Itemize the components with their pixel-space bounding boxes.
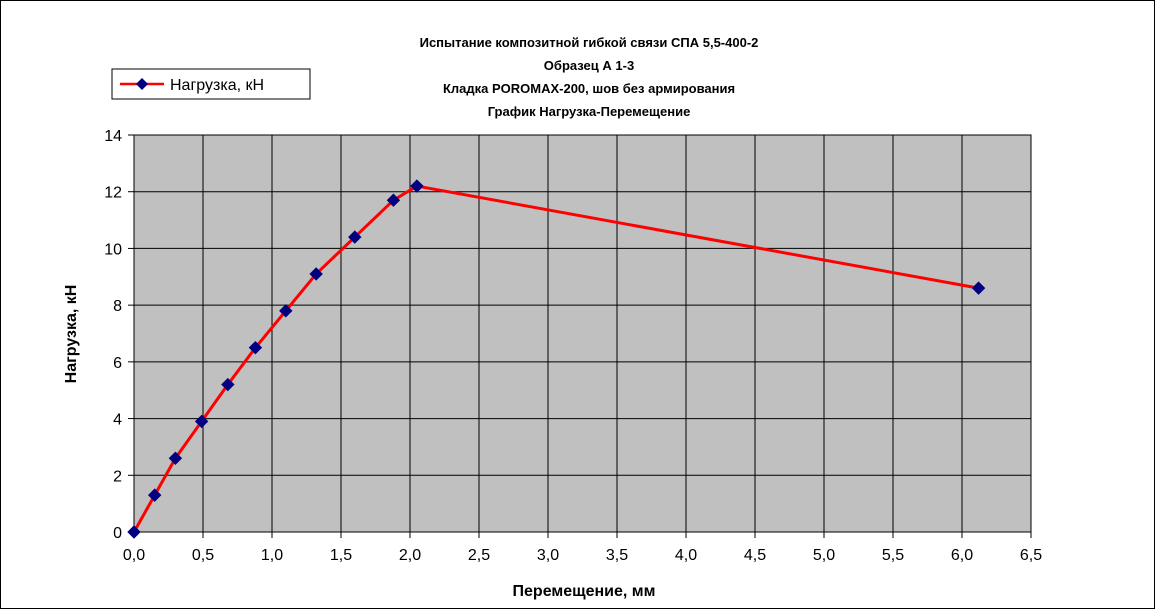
- y-axis: 0 2 4 6 8 10 12 14: [104, 128, 134, 542]
- data-point: [127, 525, 141, 539]
- plot-border: [133, 134, 1032, 533]
- data-point: [386, 193, 401, 207]
- y-tick-label: 0: [113, 525, 122, 542]
- title-line-2: Образец А 1-3: [544, 58, 634, 73]
- data-point: [147, 488, 162, 502]
- x-tick-label: 2,0: [399, 547, 421, 564]
- y-tick-label: 6: [113, 355, 122, 372]
- title-line-3: Кладка POROMAX-200, шов без армирования: [443, 81, 735, 96]
- x-tick-label: 6,5: [1020, 547, 1042, 564]
- y-tick-label: 8: [113, 298, 122, 315]
- x-tick-label: 4,5: [744, 547, 766, 564]
- data-point: [248, 340, 263, 355]
- x-tick-label: 5,5: [882, 547, 904, 564]
- x-tick-label: 1,5: [330, 547, 352, 564]
- y-axis-title: Нагрузка, кН: [63, 285, 80, 384]
- x-tick-label: 5,0: [813, 547, 835, 564]
- data-point: [348, 230, 362, 244]
- data-point: [309, 267, 323, 281]
- chart-title: Испытание композитной гибкой связи СПА 5…: [420, 35, 759, 119]
- x-tick-label: 6,0: [951, 547, 973, 564]
- x-tick-label: 0,0: [123, 547, 145, 564]
- x-tick-label: 3,5: [606, 547, 628, 564]
- data-point: [168, 451, 183, 465]
- x-tick-label: 1,0: [261, 547, 283, 564]
- data-point: [221, 377, 235, 392]
- y-tick-label: 4: [113, 412, 122, 429]
- data-point: [279, 304, 293, 318]
- y-tick-label: 2: [113, 468, 122, 485]
- legend-series-label: Нагрузка, кН: [170, 77, 264, 94]
- x-tick-label: 2,5: [468, 547, 490, 564]
- legend-series-marker: [136, 78, 148, 90]
- series-layer: [127, 179, 986, 539]
- plot-area: [134, 135, 1031, 532]
- data-point: [194, 414, 209, 429]
- y-tick-label: 10: [104, 241, 122, 258]
- title-line-4: График Нагрузка-Перемещение: [488, 104, 691, 119]
- data-point: [971, 281, 986, 295]
- legend: Нагрузка, кН: [111, 68, 311, 100]
- data-point: [410, 179, 424, 193]
- x-tick-label: 4,0: [675, 547, 697, 564]
- y-tick-label: 12: [104, 185, 122, 202]
- x-axis-title: Перемещение, мм: [513, 583, 656, 600]
- title-line-1: Испытание композитной гибкой связи СПА 5…: [420, 35, 759, 50]
- x-tick-label: 3,0: [537, 547, 559, 564]
- y-tick-label: 14: [104, 128, 122, 145]
- x-axis: 0,0 0,5 1,0 1,5 2,0 2,5 3,0 3,5 4,0 4,5 5,0 5,5 6,0 6…: [123, 532, 1042, 564]
- x-tick-label: 0,5: [192, 547, 214, 564]
